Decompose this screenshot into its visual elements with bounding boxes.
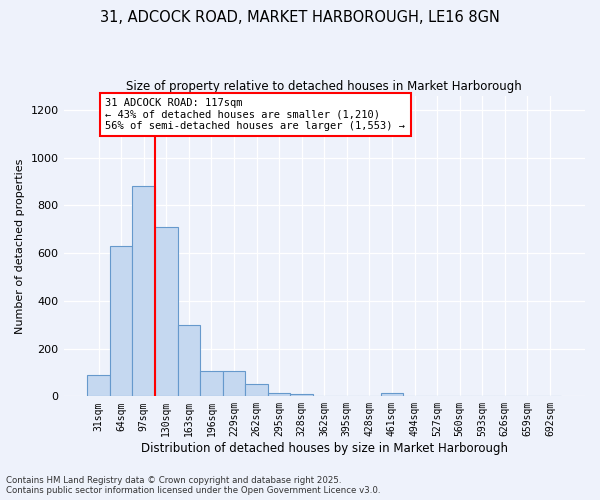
Bar <box>268 393 290 396</box>
Bar <box>200 372 223 396</box>
Bar <box>381 393 403 396</box>
Text: 31, ADCOCK ROAD, MARKET HARBOROUGH, LE16 8GN: 31, ADCOCK ROAD, MARKET HARBOROUGH, LE16… <box>100 10 500 25</box>
Bar <box>155 227 178 396</box>
Text: Contains HM Land Registry data © Crown copyright and database right 2025.
Contai: Contains HM Land Registry data © Crown c… <box>6 476 380 495</box>
Bar <box>178 324 200 396</box>
Text: 31 ADCOCK ROAD: 117sqm
← 43% of detached houses are smaller (1,210)
56% of semi-: 31 ADCOCK ROAD: 117sqm ← 43% of detached… <box>106 98 406 131</box>
Bar <box>290 394 313 396</box>
Bar <box>87 375 110 396</box>
Y-axis label: Number of detached properties: Number of detached properties <box>15 158 25 334</box>
Title: Size of property relative to detached houses in Market Harborough: Size of property relative to detached ho… <box>127 80 522 93</box>
X-axis label: Distribution of detached houses by size in Market Harborough: Distribution of detached houses by size … <box>141 442 508 455</box>
Bar <box>223 372 245 396</box>
Bar <box>133 186 155 396</box>
Bar <box>110 246 133 396</box>
Bar <box>245 384 268 396</box>
